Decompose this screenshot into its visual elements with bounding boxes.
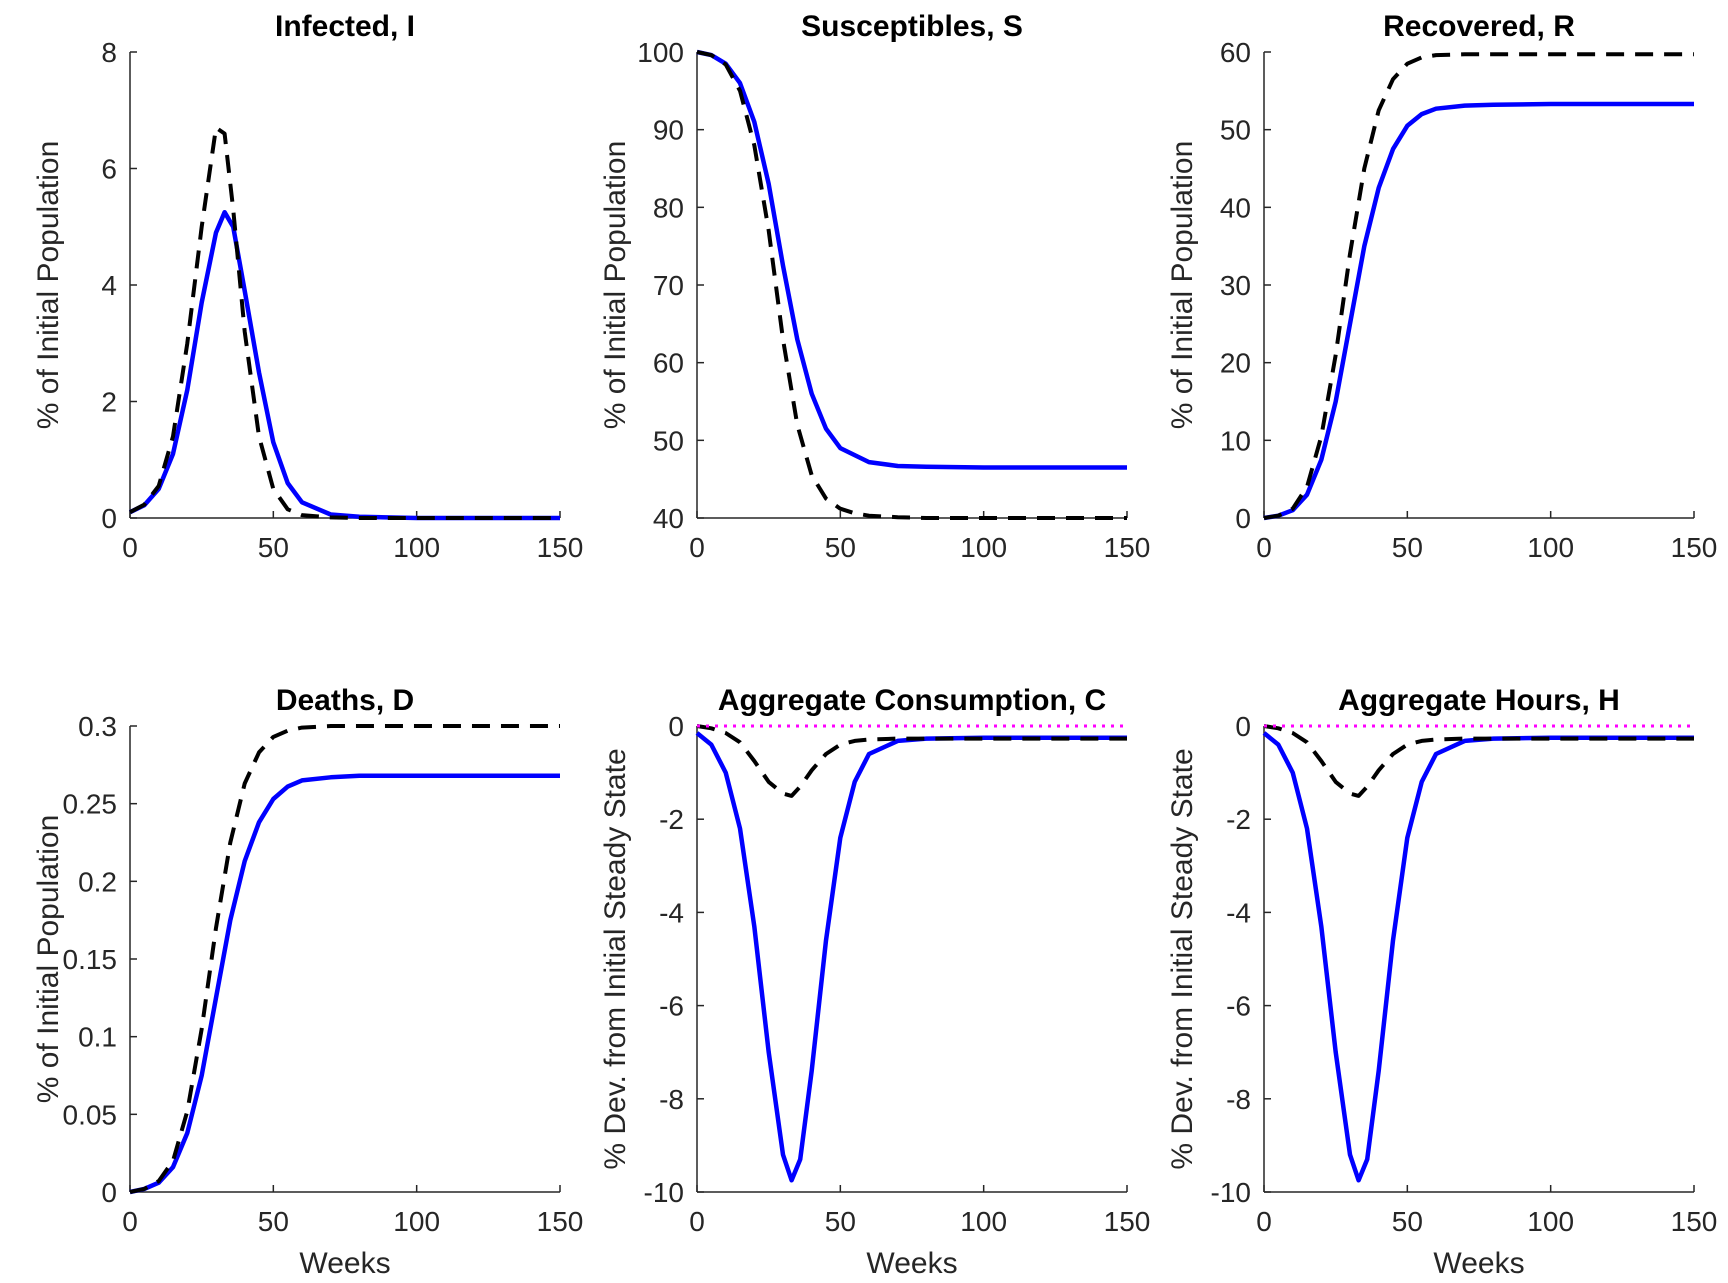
series-line-solid	[1263, 101, 1694, 521]
y-tick-label: -10	[1211, 1177, 1251, 1208]
subplot-title: Deaths, D	[276, 684, 414, 717]
y-tick-label: 70	[653, 270, 684, 301]
y-tick-label: 0	[668, 711, 684, 742]
y-tick-label: 80	[653, 192, 684, 223]
y-tick-label: 60	[653, 348, 684, 379]
x-tick-label: 100	[960, 1206, 1007, 1237]
y-tick-label: 0.05	[63, 1099, 118, 1130]
y-tick-label: -2	[659, 804, 684, 835]
x-tick-label: 0	[689, 1206, 705, 1237]
x-tick-label: 50	[825, 1206, 856, 1237]
y-tick-label: 0	[1235, 711, 1251, 742]
y-tick-label: -6	[1226, 991, 1251, 1022]
y-tick-label: -6	[659, 991, 684, 1022]
x-tick-label: 150	[1671, 532, 1718, 563]
y-tick-label: 20	[1220, 348, 1251, 379]
series-line-dashed	[696, 724, 1127, 798]
y-axis-label: % of Initial Population	[32, 815, 65, 1104]
series-line-dashed	[129, 125, 560, 520]
y-tick-label: -4	[659, 897, 684, 928]
x-tick-label: 150	[1671, 1206, 1718, 1237]
subplot-1: 0 50 100 150 0 2 4 6 8 Infected, I % of Initial Po…	[32, 10, 583, 563]
y-tick-label: 50	[1220, 115, 1251, 146]
x-axis-label: Weeks	[866, 1247, 957, 1280]
y-tick-label: 10	[1220, 425, 1251, 456]
y-tick-label: -10	[644, 1177, 684, 1208]
x-tick-label: 50	[825, 532, 856, 563]
y-tick-label: -4	[1226, 897, 1251, 928]
x-tick-label: 100	[1527, 1206, 1574, 1237]
y-axis-label: % of Initial Population	[599, 141, 632, 430]
series-line-solid	[1262, 731, 1694, 1183]
y-tick-label: 0	[101, 1177, 117, 1208]
subplot-3: 0 50 100 150 0 10 20 30 40 50 60 Recovered, R % of I…	[1166, 10, 1717, 563]
y-tick-label: 0	[101, 503, 117, 534]
series-line-solid	[696, 49, 1127, 470]
x-tick-label: 100	[393, 1206, 440, 1237]
series-line-dashed	[1263, 724, 1694, 798]
x-tick-label: 0	[122, 532, 138, 563]
x-axis-label: Weeks	[299, 1247, 390, 1280]
x-axis-label: Weeks	[1433, 1247, 1524, 1280]
y-tick-label: 8	[101, 37, 117, 68]
x-tick-label: 150	[1104, 1206, 1151, 1237]
x-tick-label: 50	[258, 532, 289, 563]
subplot-title: Infected, I	[275, 10, 415, 43]
subplot-title: Susceptibles, S	[801, 10, 1023, 43]
x-tick-label: 100	[393, 532, 440, 563]
series-line-solid	[695, 731, 1127, 1183]
series-line-solid	[129, 773, 560, 1195]
series-line-dashed	[696, 50, 1127, 520]
series-line-solid	[129, 209, 560, 521]
y-tick-label: 0.2	[78, 866, 117, 897]
x-tick-label: 100	[960, 532, 1007, 563]
y-axis-label: % of Initial Population	[1166, 141, 1199, 430]
y-tick-label: 0.3	[78, 711, 117, 742]
y-axis-label: % of Initial Population	[32, 141, 65, 430]
y-tick-label: 6	[101, 154, 117, 185]
subplot-title: Aggregate Consumption, C	[718, 684, 1106, 717]
x-tick-label: 50	[258, 1206, 289, 1237]
x-tick-label: 0	[1256, 532, 1272, 563]
y-tick-label: 30	[1220, 270, 1251, 301]
x-tick-label: 0	[122, 1206, 138, 1237]
y-tick-label: 60	[1220, 37, 1251, 68]
x-tick-label: 150	[537, 532, 584, 563]
series-line-dashed	[129, 724, 560, 1194]
x-tick-label: 100	[1527, 532, 1574, 563]
y-tick-label: -2	[1226, 804, 1251, 835]
y-tick-label: 2	[101, 387, 117, 418]
y-tick-label: -8	[659, 1084, 684, 1115]
y-tick-label: 40	[1220, 192, 1251, 223]
subplot-6: 0 50 100 150 -10 -8 -6 -4 -2 0 Aggregate Hours, H%…	[1166, 684, 1717, 1280]
y-tick-label: 40	[653, 503, 684, 534]
x-tick-label: 0	[689, 532, 705, 563]
y-tick-label: 4	[101, 270, 117, 301]
y-tick-label: 0.15	[63, 944, 118, 975]
subplot-title: Recovered, R	[1383, 10, 1575, 43]
y-tick-label: 0.25	[63, 789, 118, 820]
y-axis-label: % Dev. from Initial Steady State	[1166, 748, 1199, 1169]
subplot-4: 0 50 100 150 0 0.05 0.1 0.15 0.2 0.25 0.3 Deaths, D…	[32, 684, 583, 1280]
subplot-title: Aggregate Hours, H	[1338, 684, 1620, 717]
x-tick-label: 150	[537, 1206, 584, 1237]
x-tick-label: 50	[1392, 1206, 1423, 1237]
subplot-5: 0 50 100 150 -10 -8 -6 -4 -2 0 Aggregate Consumpti…	[599, 684, 1150, 1280]
y-tick-label: 50	[653, 425, 684, 456]
y-tick-label: 100	[637, 37, 684, 68]
series-line-dashed	[1263, 52, 1694, 520]
x-tick-label: 50	[1392, 532, 1423, 563]
y-tick-label: -8	[1226, 1084, 1251, 1115]
y-axis-label: % Dev. from Initial Steady State	[599, 748, 632, 1169]
y-tick-label: 0	[1235, 503, 1251, 534]
y-tick-label: 0.1	[78, 1022, 117, 1053]
y-tick-label: 90	[653, 115, 684, 146]
x-tick-label: 150	[1104, 532, 1151, 563]
x-tick-label: 0	[1256, 1206, 1272, 1237]
subplot-2: 0 50 100 150 40 50 60 70 80 90 100 Susceptibles, S%…	[599, 10, 1150, 563]
